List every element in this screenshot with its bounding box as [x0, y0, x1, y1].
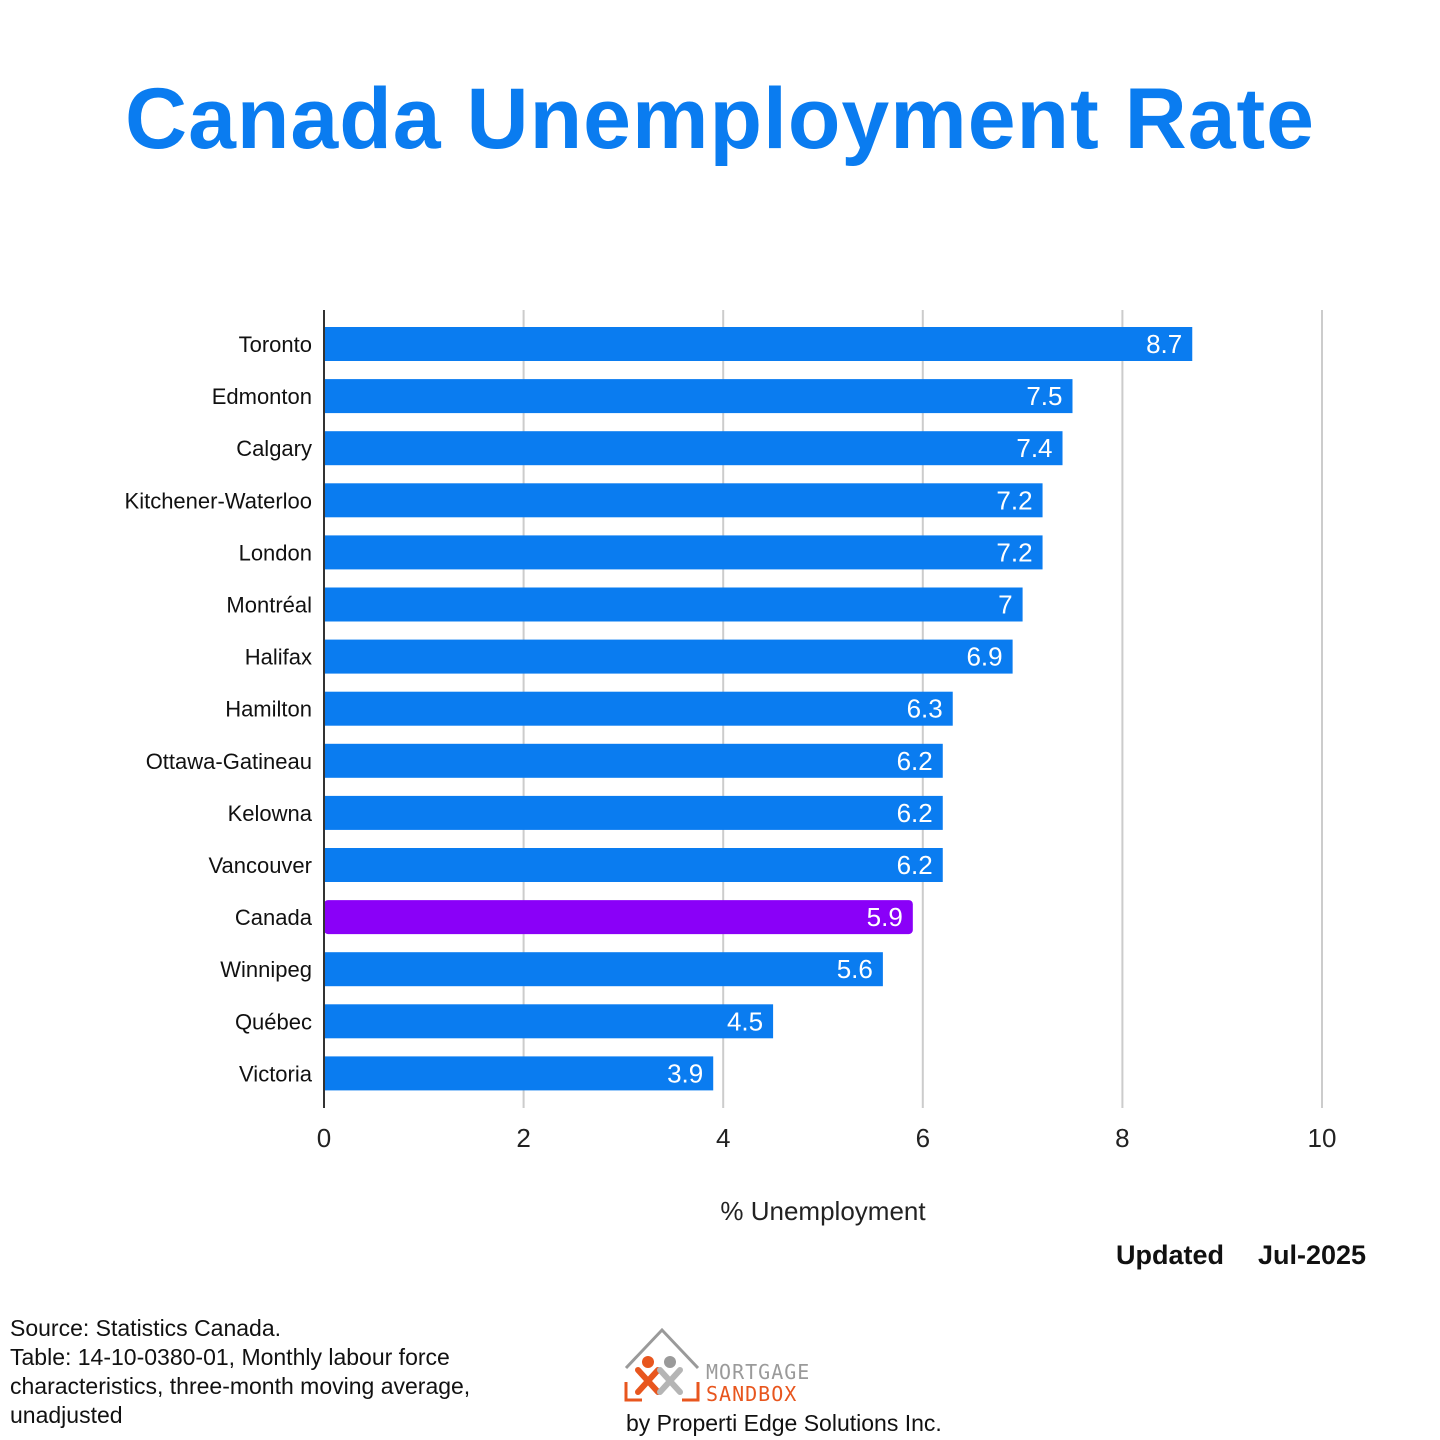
x-tick-label: 10 — [1308, 1123, 1337, 1153]
bar-value-label: 7.4 — [1016, 433, 1052, 463]
bar-value-label: 6.9 — [966, 642, 1002, 672]
house-logo-icon — [624, 1327, 700, 1402]
bar-london — [324, 535, 1043, 570]
source-note: Source: Statistics Canada. Table: 14-10-… — [10, 1314, 510, 1430]
source-line: Table: 14-10-0380-01, Monthly labour for… — [10, 1344, 450, 1370]
x-axis-label: % Unemployment — [720, 1196, 926, 1226]
category-label: Canada — [235, 905, 313, 930]
category-labels: Toronto Edmonton Calgary Kitchener-Waterloo… — [125, 332, 313, 1086]
logo-text-sandbox: SANDBOX — [706, 1382, 798, 1406]
source-line: unadjusted — [10, 1402, 123, 1428]
bar-toronto — [324, 327, 1193, 361]
category-label: Halifax — [245, 645, 312, 670]
bar-edmonton — [324, 379, 1073, 414]
updated-stamp: Updated Jul-2025 — [1116, 1240, 1366, 1271]
bar-value-label: 5.9 — [867, 902, 903, 932]
bar-value-label: 6.2 — [897, 798, 933, 828]
category-label: Québec — [235, 1009, 312, 1034]
x-tick-label: 8 — [1115, 1123, 1129, 1153]
bar-value-label: 7.5 — [1026, 381, 1062, 411]
mortgage-sandbox-logo: MORTGAGE SANDBOX — [620, 1326, 920, 1436]
category-label: Kitchener-Waterloo — [125, 488, 312, 513]
category-label: London — [239, 540, 312, 565]
source-line: Source: Statistics Canada. — [10, 1315, 282, 1341]
bar-hamilton — [324, 691, 953, 726]
bar-value-label: 8.7 — [1146, 329, 1182, 359]
bar-value-label: 7 — [998, 590, 1012, 620]
category-label: Calgary — [236, 436, 312, 461]
category-label: Vancouver — [208, 853, 312, 878]
category-label: Hamilton — [225, 697, 312, 722]
x-tick-label: 4 — [716, 1123, 730, 1153]
logo-byline: by Properti Edge Solutions Inc. — [626, 1410, 942, 1436]
bar-value-label: 5.6 — [837, 954, 873, 984]
bar-montr-al — [324, 587, 1023, 622]
updated-label: Updated — [1116, 1240, 1224, 1270]
source-line: characteristics, three-month moving aver… — [10, 1373, 471, 1399]
x-tick-label: 2 — [516, 1123, 530, 1153]
bar-value-label: 3.9 — [667, 1058, 703, 1088]
category-label: Montréal — [226, 593, 312, 618]
bars: 8.7 7.5 7.4 7.2 7.2 7 6.9 6.3 6.2 6.2 6.2 5.9 5.6 4.5… — [324, 327, 1193, 1091]
category-label: Edmonton — [212, 384, 312, 409]
bar-vancouver — [324, 848, 943, 882]
bar-calgary — [324, 431, 1063, 466]
bar-ottawa-gatineau — [324, 743, 943, 778]
logo-text-mortgage: MORTGAGE — [706, 1360, 811, 1384]
category-label: Victoria — [239, 1061, 313, 1086]
updated-date: Jul-2025 — [1258, 1240, 1367, 1270]
bar-value-label: 7.2 — [996, 485, 1032, 515]
bar-kelowna — [324, 795, 943, 830]
bar-kitchener-waterloo — [324, 483, 1043, 518]
bar-value-label: 7.2 — [996, 537, 1032, 567]
page-title: Canada Unemployment Rate — [124, 71, 1316, 167]
bar-victoria — [324, 1056, 714, 1091]
bar-canada — [324, 900, 913, 935]
bar-value-label: 6.2 — [897, 746, 933, 776]
x-tick-label: 0 — [317, 1123, 331, 1153]
category-label: Toronto — [239, 332, 312, 357]
x-axis-ticks: 0 2 4 6 8 10 — [317, 1123, 1337, 1153]
x-tick-label: 6 — [916, 1123, 930, 1153]
bar-winnipeg — [324, 952, 883, 987]
bar-value-label: 6.2 — [897, 850, 933, 880]
bar-halifax — [324, 639, 1013, 674]
bar-value-label: 4.5 — [727, 1006, 763, 1036]
category-label: Ottawa-Gatineau — [146, 749, 312, 774]
bar-value-label: 6.3 — [907, 694, 943, 724]
category-label: Kelowna — [228, 801, 313, 826]
category-label: Winnipeg — [220, 957, 312, 982]
bar-qu-bec — [324, 1004, 774, 1039]
